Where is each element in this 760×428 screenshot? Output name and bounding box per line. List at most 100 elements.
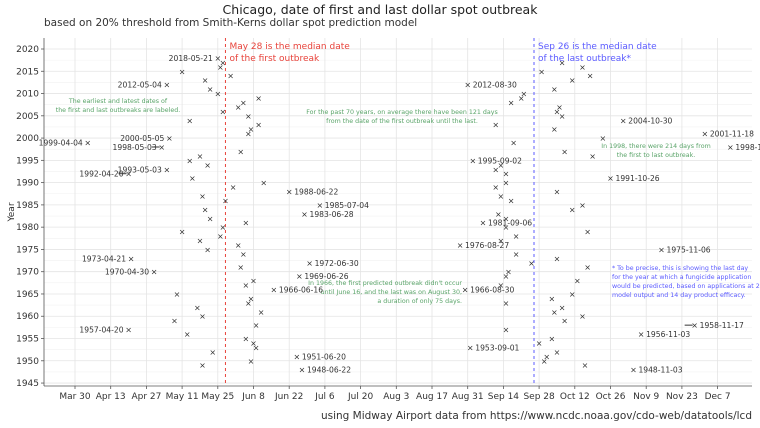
point-label: 1969-06-26 [304, 272, 348, 281]
x-tick-label: Jul 6 [314, 392, 335, 402]
last-outbreak-point: × [467, 343, 474, 352]
x-tick-label: Oct 26 [596, 392, 626, 402]
first-outbreak-point: × [186, 156, 193, 165]
first-outbreak-point: × [248, 125, 255, 134]
y-tick-label: 1945 [16, 379, 39, 389]
last-outbreak-point: × [520, 90, 527, 99]
first-outbreak-point: × [163, 81, 170, 90]
annotation-text: a duration of only 75 days. [377, 298, 462, 305]
first-outbreak-point: × [202, 205, 209, 214]
y-tick-label: 2000 [16, 134, 39, 144]
last-outbreak-point: × [492, 165, 499, 174]
annotation-text: for the year at which a fungicide applic… [612, 274, 751, 281]
annotation-text: * To be precise, this is showing the las… [612, 265, 748, 272]
y-tick-label: 1975 [16, 245, 39, 255]
annotation-text: model output and 14 day product efficacy… [612, 292, 746, 299]
point-label: 2004-10-30 [628, 116, 672, 125]
first-outbreak-point: × [242, 281, 249, 290]
last-outbreak-point: × [599, 134, 606, 143]
last-outbreak-point: × [462, 286, 469, 295]
last-outbreak-point: × [584, 228, 591, 237]
last-outbreak-point: × [480, 219, 487, 228]
first-outbreak-point: × [235, 241, 242, 250]
point-label: 2000-05-05 [120, 134, 164, 143]
last-outbreak-point: × [582, 361, 589, 370]
last-outbreak-point: × [464, 81, 471, 90]
point-label: 1951-06-20 [302, 352, 346, 361]
last-outbreak-point: × [584, 263, 591, 272]
first-outbreak-point: × [199, 312, 206, 321]
last-outbreak-point: × [508, 196, 515, 205]
y-tick-label: 1970 [16, 268, 39, 278]
first-outbreak-point: × [166, 134, 173, 143]
last-outbreak-point: × [658, 245, 665, 254]
first-outbreak-point: × [163, 165, 170, 174]
point-label: 2018-05-21 [169, 54, 213, 63]
first-outbreak-point: × [220, 58, 227, 67]
first-outbreak-point: × [220, 107, 227, 116]
point-label: 1973-04-21 [82, 254, 126, 263]
first-outbreak-point: × [240, 250, 247, 259]
last-outbreak-point: × [503, 299, 510, 308]
annotation-text: In 1998, there were 214 days from [601, 143, 710, 150]
first-outbreak-point: × [214, 90, 221, 99]
point-label: 1999-04-04 [39, 139, 83, 148]
last-outbreak-point: × [727, 143, 734, 152]
y-tick-label: 1990 [16, 179, 39, 189]
point-label: 1983-06-28 [310, 210, 354, 219]
first-outbreak-point: × [171, 317, 178, 326]
last-outbreak-point: × [551, 125, 558, 134]
x-tick-label: Mar 30 [59, 392, 91, 402]
last-outbreak-point: × [551, 85, 558, 94]
last-outbreak-point: × [503, 170, 510, 179]
x-tick-label: Aug 17 [416, 392, 448, 402]
first-outbreak-point: × [158, 143, 165, 152]
first-outbreak-point: × [128, 254, 135, 263]
first-outbreak-point: × [248, 357, 255, 366]
x-tick-label: Nov 9 [633, 392, 659, 402]
annotation-text: until June 16, and the last was on Augus… [321, 289, 462, 296]
annotation-text: the first and last outbreaks are labeled… [56, 107, 181, 114]
first-outbreak-point: × [296, 272, 303, 281]
first-outbreak-point: × [250, 339, 257, 348]
last-outbreak-point: × [503, 223, 510, 232]
first-outbreak-point: × [271, 286, 278, 295]
last-outbreak-point: × [513, 232, 520, 241]
last-outbreak-point: × [607, 174, 614, 183]
point-label: 1991-10-26 [616, 174, 660, 183]
last-outbreak-point: × [579, 201, 586, 210]
y-tick-label: 1980 [16, 223, 39, 233]
last-outbreak-point: × [551, 308, 558, 317]
last-outbreak-point: × [497, 161, 504, 170]
point-label: 1948-06-22 [307, 366, 351, 375]
last-outbreak-point: × [541, 357, 548, 366]
first-outbreak-point: × [204, 245, 211, 254]
x-tick-label: Jun 22 [274, 392, 303, 402]
first-outbreak-point: × [306, 259, 313, 268]
first-outbreak-point: × [253, 343, 260, 352]
x-tick-label: Oct 12 [560, 392, 590, 402]
first-outbreak-point: × [242, 335, 249, 344]
last-outbreak-point: × [574, 277, 581, 286]
y-tick-label: 1955 [16, 335, 39, 345]
y-tick-label: 1985 [16, 201, 39, 211]
last-outbreak-point: × [630, 366, 637, 375]
first-outbreak-point: × [197, 237, 204, 246]
point-label: 1981-09-06 [488, 219, 532, 228]
last-outbreak-point: × [503, 179, 510, 188]
first-outbreak-point: × [179, 228, 186, 237]
first-outbreak-point: × [194, 303, 201, 312]
point-label: 1966-08-30 [470, 286, 514, 295]
point-label: 1966-06-16 [279, 286, 323, 295]
last-outbreak-point: × [469, 156, 476, 165]
first-outbreak-point: × [253, 321, 260, 330]
first-outbreak-point: × [199, 361, 206, 370]
last-outbreak-point: × [492, 121, 499, 130]
last-outbreak-point: × [505, 268, 512, 277]
y-tick-label: 2015 [16, 67, 39, 77]
last-outbreak-point: × [559, 303, 566, 312]
first-outbreak-point: × [217, 232, 224, 241]
last-outbreak-point: × [497, 237, 504, 246]
last-outbreak-point: × [536, 339, 543, 348]
y-tick-label: 2005 [16, 112, 39, 122]
